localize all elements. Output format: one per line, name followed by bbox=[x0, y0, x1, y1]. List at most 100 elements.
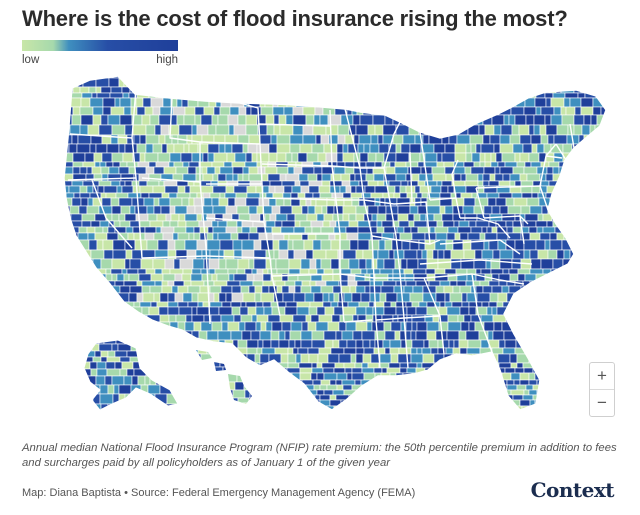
county-cell bbox=[485, 394, 494, 401]
county-cell bbox=[342, 414, 352, 421]
county-cell bbox=[513, 379, 521, 386]
county-cell bbox=[601, 213, 606, 222]
county-cell bbox=[485, 379, 492, 386]
county-cell bbox=[484, 152, 492, 163]
county-cell bbox=[601, 347, 606, 355]
county-cell bbox=[86, 314, 95, 323]
county-cell bbox=[65, 192, 75, 199]
county-cell bbox=[450, 379, 464, 386]
county-cell bbox=[88, 306, 102, 316]
county-cell bbox=[399, 232, 413, 241]
county-cell bbox=[475, 143, 482, 154]
county-cell bbox=[574, 389, 581, 396]
zoom-out-button[interactable]: − bbox=[597, 393, 607, 412]
county-cell bbox=[212, 226, 227, 234]
county-cell bbox=[533, 114, 546, 126]
county-cell bbox=[177, 301, 189, 308]
county-cell bbox=[318, 314, 333, 323]
county-cell bbox=[514, 213, 521, 222]
county-cell bbox=[573, 114, 585, 126]
county-cell bbox=[435, 114, 442, 126]
county-cell bbox=[134, 330, 145, 341]
choropleth-map[interactable] bbox=[0, 68, 640, 436]
county-cell bbox=[112, 249, 127, 260]
county-cell bbox=[345, 97, 359, 108]
county-cell bbox=[529, 86, 537, 94]
county-cell bbox=[549, 362, 559, 369]
county-cell bbox=[256, 152, 270, 163]
county-cell bbox=[137, 161, 150, 168]
county-cell bbox=[110, 86, 123, 94]
county-cell bbox=[401, 92, 409, 99]
county-cell bbox=[327, 92, 340, 99]
county-cell bbox=[432, 173, 447, 182]
county-cell bbox=[467, 367, 481, 374]
county-cell bbox=[347, 77, 361, 88]
county-cell bbox=[238, 321, 246, 332]
county-cell bbox=[590, 239, 600, 251]
county-cell bbox=[377, 205, 387, 215]
county-cell bbox=[71, 330, 86, 341]
county-cell bbox=[221, 301, 232, 308]
county-cell bbox=[128, 394, 137, 401]
county-cell bbox=[70, 92, 83, 99]
county-cell bbox=[324, 306, 335, 316]
county-cell bbox=[570, 197, 585, 207]
county-cell bbox=[437, 258, 452, 270]
county-cell bbox=[176, 384, 188, 391]
county-cell bbox=[321, 205, 328, 215]
county-cell bbox=[458, 77, 470, 88]
county-cell bbox=[499, 249, 514, 260]
county-cell bbox=[156, 213, 167, 222]
county-cell bbox=[285, 173, 300, 182]
county-cell bbox=[486, 192, 500, 199]
county-cell bbox=[226, 280, 241, 287]
county-cell bbox=[225, 205, 238, 215]
county-cell bbox=[225, 367, 240, 374]
zoom-in-button[interactable]: + bbox=[590, 363, 614, 390]
county-cell bbox=[197, 350, 208, 355]
county-cell bbox=[140, 86, 152, 94]
county-cell bbox=[189, 399, 202, 407]
county-cell bbox=[452, 362, 461, 369]
county-cell bbox=[315, 321, 329, 332]
county-cell bbox=[538, 414, 551, 421]
county-cell bbox=[552, 347, 563, 355]
county-cell bbox=[424, 86, 433, 94]
county-cell bbox=[245, 301, 257, 308]
county-cell bbox=[396, 226, 405, 234]
county-cell bbox=[352, 114, 361, 126]
county-cell bbox=[538, 292, 546, 303]
county-cell bbox=[153, 405, 168, 410]
county-cell bbox=[218, 397, 229, 404]
county-cell bbox=[102, 97, 116, 108]
county-cell bbox=[298, 362, 313, 369]
county-cell bbox=[497, 161, 506, 168]
county-cell bbox=[522, 394, 534, 401]
county-cell bbox=[557, 367, 571, 374]
county-cell bbox=[274, 347, 289, 355]
legend-low-label: low bbox=[22, 54, 40, 66]
county-cell bbox=[355, 306, 367, 316]
county-cell bbox=[405, 330, 412, 341]
county-cell bbox=[356, 280, 371, 287]
county-cell bbox=[526, 197, 540, 207]
county-cell bbox=[77, 399, 91, 407]
county-cell bbox=[405, 185, 416, 194]
county-cell bbox=[299, 180, 310, 187]
county-cell bbox=[64, 362, 73, 369]
county-cell bbox=[483, 166, 496, 175]
county-cell bbox=[237, 258, 250, 270]
county-cell bbox=[209, 301, 223, 308]
county-cell bbox=[84, 350, 87, 358]
county-cell bbox=[199, 232, 208, 241]
county-cell bbox=[508, 285, 522, 294]
county-cell bbox=[166, 409, 176, 410]
county-cell bbox=[129, 220, 141, 228]
county-cell bbox=[277, 301, 287, 308]
county-cell bbox=[133, 232, 141, 241]
county-cell bbox=[489, 292, 499, 303]
county-cell bbox=[283, 185, 293, 194]
county-cell bbox=[214, 213, 224, 222]
county-cell bbox=[157, 152, 171, 163]
